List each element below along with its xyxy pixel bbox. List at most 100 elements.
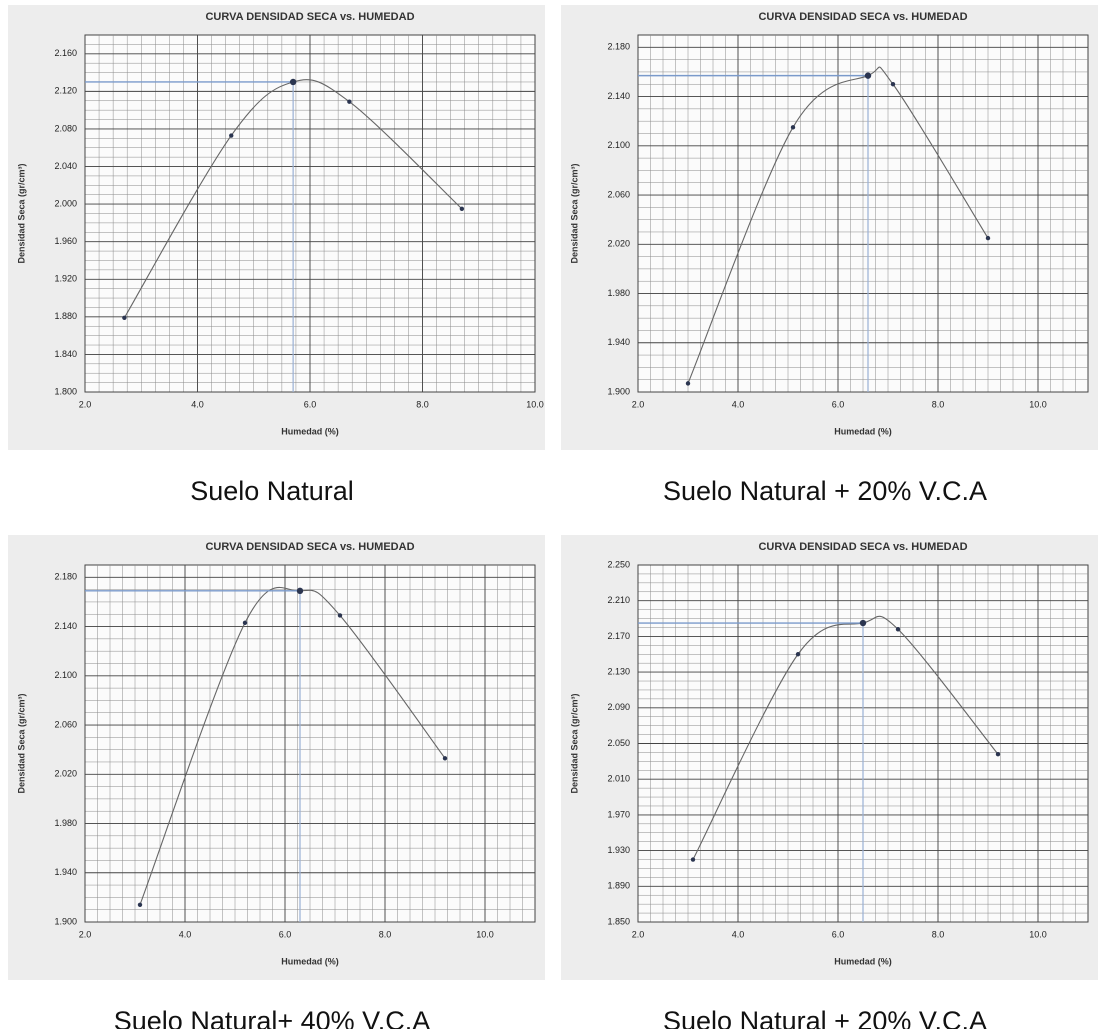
x-tick-label: 8.0 xyxy=(932,399,945,409)
chart-panel: 2.0 4.0 6.0 8.0 10.0 1.900 1.940 1.980 2.020 2.06… xyxy=(8,535,545,1029)
x-axis-label: Humedad (%) xyxy=(281,426,339,436)
y-tick-label: 2.130 xyxy=(607,666,630,676)
y-tick-label: 2.000 xyxy=(54,198,77,208)
x-axis-label: Humedad (%) xyxy=(281,956,339,966)
y-tick-label: 1.930 xyxy=(607,845,630,855)
data-point xyxy=(859,619,867,627)
x-axis-label: Humedad (%) xyxy=(834,956,892,966)
y-tick-label: 1.890 xyxy=(607,881,630,891)
chart-title: CURVA DENSIDAD SECA vs. HUMEDAD xyxy=(205,541,414,553)
y-tick-label: 1.940 xyxy=(54,867,77,877)
chart-title: CURVA DENSIDAD SECA vs. HUMEDAD xyxy=(205,11,414,23)
y-tick-label: 2.180 xyxy=(607,42,630,52)
data-point xyxy=(685,381,691,386)
y-tick-label: 2.160 xyxy=(54,48,77,58)
y-tick-label: 2.100 xyxy=(607,140,630,150)
data-point xyxy=(864,72,872,79)
x-tick-label: 6.0 xyxy=(304,399,317,409)
x-tick-label: 8.0 xyxy=(932,929,945,939)
y-tick-label: 2.060 xyxy=(607,189,630,199)
y-tick-label: 2.040 xyxy=(54,161,77,171)
x-tick-label: 2.0 xyxy=(632,399,645,409)
data-point xyxy=(795,652,801,657)
data-point xyxy=(985,235,991,241)
data-point xyxy=(289,78,297,86)
x-tick-label: 2.0 xyxy=(79,399,92,409)
data-point xyxy=(122,315,127,320)
caption: Suelo Natural + 20% V.C.A xyxy=(663,476,987,506)
data-point xyxy=(459,206,465,212)
y-tick-label: 1.970 xyxy=(607,809,630,819)
y-tick-label: 1.980 xyxy=(607,288,630,298)
y-tick-label: 2.020 xyxy=(607,239,630,249)
y-tick-label: 1.880 xyxy=(54,311,77,321)
y-tick-label: 2.180 xyxy=(54,572,77,582)
caption: Suelo Natural+ 40% V.C.A xyxy=(114,1006,430,1029)
y-tick-label: 1.960 xyxy=(54,236,77,246)
x-tick-label: 4.0 xyxy=(191,399,204,409)
chart-panel: 2.0 4.0 6.0 8.0 10.0 1.800 1.840 1.880 1.920 1.96… xyxy=(8,5,545,506)
x-tick-label: 10.0 xyxy=(1029,399,1047,409)
y-axis-label: Densidad Seca (gr/cm³) xyxy=(16,163,26,263)
y-tick-label: 2.210 xyxy=(607,595,630,605)
y-tick-label: 1.920 xyxy=(54,274,77,284)
chart-title: CURVA DENSIDAD SECA vs. HUMEDAD xyxy=(758,541,967,553)
y-tick-label: 2.100 xyxy=(54,670,77,680)
x-tick-label: 4.0 xyxy=(179,929,192,939)
x-tick-label: 4.0 xyxy=(732,399,745,409)
x-tick-label: 2.0 xyxy=(79,929,92,939)
y-tick-label: 1.850 xyxy=(607,916,630,926)
x-tick-label: 10.0 xyxy=(526,399,544,409)
x-axis-label: Humedad (%) xyxy=(834,426,892,436)
y-tick-label: 1.980 xyxy=(54,818,77,828)
y-tick-label: 2.020 xyxy=(54,769,77,779)
data-point xyxy=(995,752,1001,757)
y-tick-label: 1.900 xyxy=(54,916,77,926)
y-axis-label: Densidad Seca (gr/cm³) xyxy=(569,163,579,263)
chart-title: CURVA DENSIDAD SECA vs. HUMEDAD xyxy=(758,11,967,23)
y-tick-label: 2.010 xyxy=(607,774,630,784)
data-point xyxy=(895,627,901,632)
data-point xyxy=(137,902,143,907)
data-point xyxy=(890,82,896,87)
fit-curve xyxy=(687,66,989,384)
fit-curve xyxy=(692,615,999,860)
x-tick-label: 2.0 xyxy=(632,929,645,939)
x-tick-label: 10.0 xyxy=(476,929,494,939)
x-tick-label: 8.0 xyxy=(379,929,392,939)
caption: Suelo Natural + 20% V.C.A xyxy=(663,1006,987,1029)
y-tick-label: 2.140 xyxy=(54,621,77,631)
x-tick-label: 6.0 xyxy=(832,399,845,409)
chart-panel: 2.0 4.0 6.0 8.0 10.0 1.900 1.940 1.980 2.020 2.06… xyxy=(561,5,1098,506)
x-tick-label: 8.0 xyxy=(416,399,429,409)
y-tick-label: 2.140 xyxy=(607,91,630,101)
y-tick-label: 2.050 xyxy=(607,738,630,748)
y-tick-label: 2.060 xyxy=(54,719,77,729)
data-point xyxy=(347,99,352,104)
y-tick-label: 2.250 xyxy=(607,559,630,569)
x-tick-label: 6.0 xyxy=(279,929,292,939)
y-tick-label: 2.170 xyxy=(607,631,630,641)
y-tick-label: 1.800 xyxy=(54,386,77,396)
data-point xyxy=(790,125,796,130)
x-tick-label: 10.0 xyxy=(1029,929,1047,939)
x-tick-label: 4.0 xyxy=(732,929,745,939)
y-axis-label: Densidad Seca (gr/cm³) xyxy=(569,693,579,793)
y-tick-label: 2.090 xyxy=(607,702,630,712)
y-tick-label: 1.940 xyxy=(607,337,630,347)
chart-panel: 2.0 4.0 6.0 8.0 10.0 1.850 1.890 1.930 1.970 2.01… xyxy=(561,535,1098,1029)
y-tick-label: 1.900 xyxy=(607,386,630,396)
data-point xyxy=(242,620,248,626)
data-point xyxy=(229,133,234,138)
y-axis-label: Densidad Seca (gr/cm³) xyxy=(16,693,26,793)
data-point xyxy=(442,756,448,761)
caption: Suelo Natural xyxy=(190,476,354,506)
data-point xyxy=(690,857,696,862)
y-tick-label: 2.120 xyxy=(54,86,77,96)
y-tick-label: 2.080 xyxy=(54,123,77,133)
x-tick-label: 6.0 xyxy=(832,929,845,939)
data-point xyxy=(337,613,343,618)
data-point xyxy=(296,587,304,595)
fit-curve xyxy=(139,587,446,905)
